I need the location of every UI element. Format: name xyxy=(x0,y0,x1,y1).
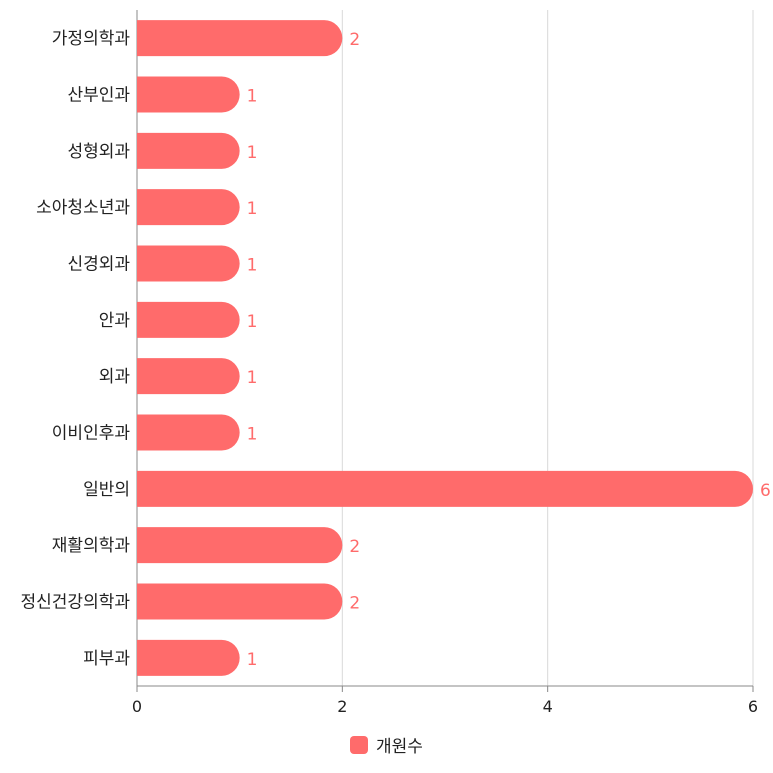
bar[interactable] xyxy=(137,639,240,676)
value-label: 2 xyxy=(349,30,360,50)
category-label: 재활의학과 xyxy=(52,536,131,556)
bar[interactable] xyxy=(137,20,343,57)
x-tick-label: 0 xyxy=(132,697,142,716)
category-label: 정신건강의학과 xyxy=(21,593,131,613)
grid-lines xyxy=(136,10,754,692)
category-label: 안과 xyxy=(99,311,131,331)
x-tick-label: 6 xyxy=(748,697,758,716)
value-label: 2 xyxy=(349,594,360,614)
value-label: 1 xyxy=(247,425,258,445)
value-label: 1 xyxy=(247,368,258,388)
value-label: 1 xyxy=(247,199,258,219)
category-label: 소아청소년과 xyxy=(36,198,130,218)
bar[interactable] xyxy=(137,583,343,620)
axes xyxy=(136,10,753,687)
legend-label: 개원수 xyxy=(376,737,423,757)
category-label: 피부과 xyxy=(83,649,130,669)
category-labels: 가정의학과산부인과성형외과소아청소년과신경외과안과외과이비인후과일반의재활의학과… xyxy=(21,29,131,669)
value-label: 1 xyxy=(247,143,258,163)
category-label: 산부인과 xyxy=(67,86,130,106)
bar[interactable] xyxy=(137,76,240,113)
bar[interactable] xyxy=(137,414,240,451)
category-label: 성형외과 xyxy=(67,142,130,162)
category-label: 신경외과 xyxy=(67,255,130,275)
x-tick-label: 4 xyxy=(543,697,553,716)
bar[interactable] xyxy=(137,301,240,338)
value-label: 1 xyxy=(247,650,258,670)
x-tick-labels: 0 2 4 6 xyxy=(132,697,758,716)
category-label: 이비인후과 xyxy=(52,424,131,444)
bar[interactable] xyxy=(137,189,240,226)
bar[interactable] xyxy=(137,527,343,564)
legend-swatch xyxy=(350,735,369,754)
bar[interactable] xyxy=(137,470,753,507)
value-labels: 2 1 1 1 1 1 1 1 6 2 2 1 xyxy=(247,30,771,670)
category-label: 가정의학과 xyxy=(52,29,131,49)
category-label: 일반의 xyxy=(83,480,130,500)
value-label: 1 xyxy=(247,256,258,276)
x-tick-label: 2 xyxy=(337,697,347,716)
bar[interactable] xyxy=(137,132,240,169)
value-label: 1 xyxy=(247,312,258,332)
value-label: 1 xyxy=(247,87,258,107)
category-label: 외과 xyxy=(99,367,131,387)
bars xyxy=(137,20,753,676)
legend: 개원수 xyxy=(0,732,773,757)
bar[interactable] xyxy=(137,358,240,395)
value-label: 2 xyxy=(349,537,360,557)
bar[interactable] xyxy=(137,245,240,282)
value-label: 6 xyxy=(760,481,771,501)
